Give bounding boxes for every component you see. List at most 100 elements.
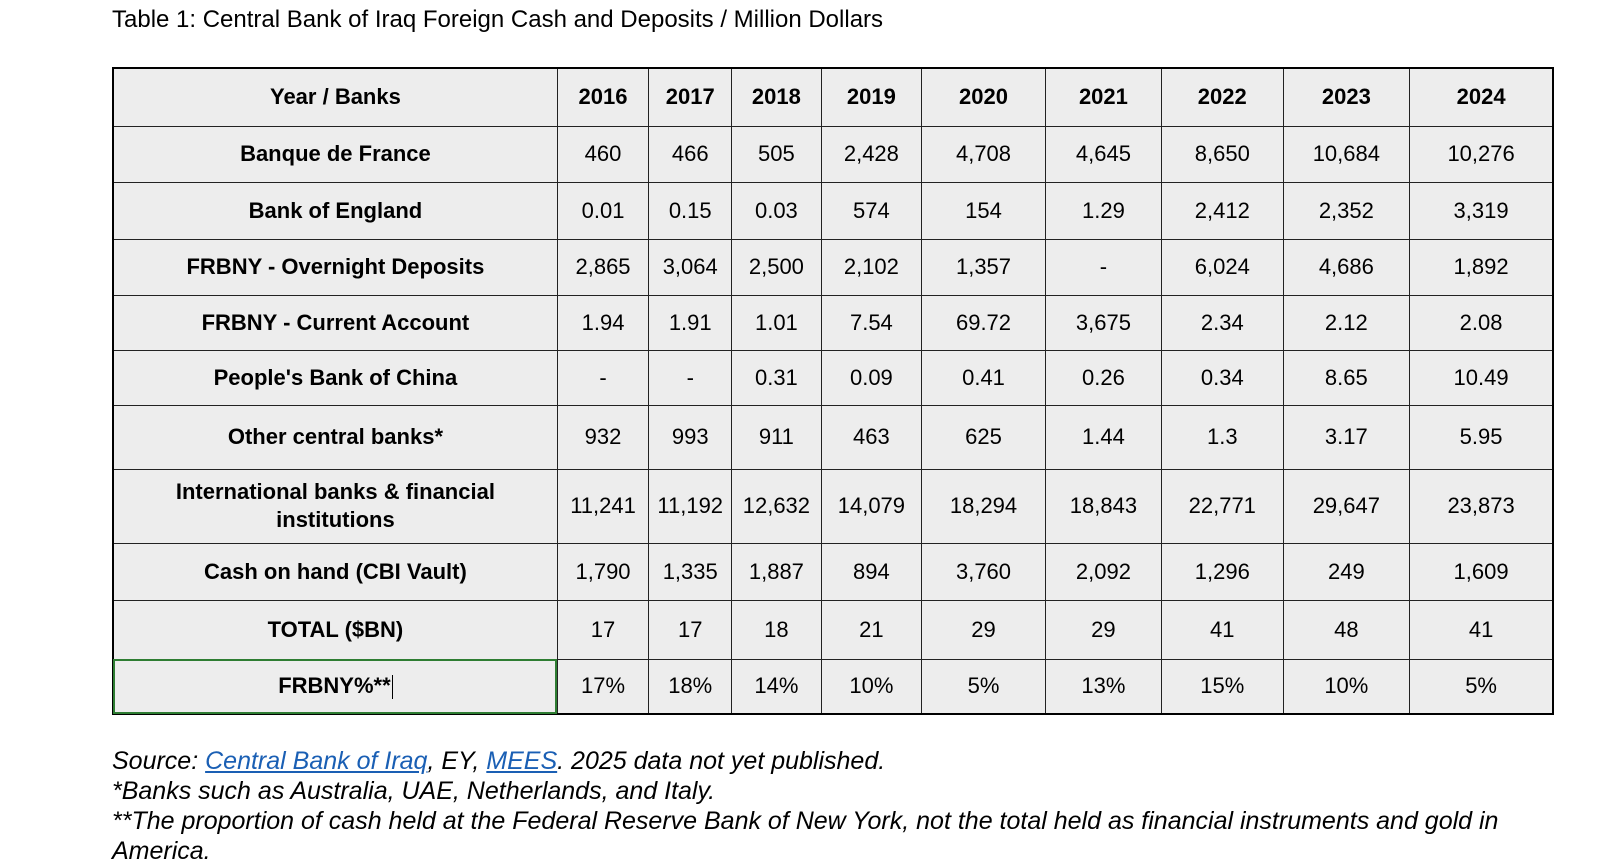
table-cell-2024[interactable]: 41 — [1409, 599, 1554, 660]
header-year-2018[interactable]: 2018 — [731, 67, 822, 127]
table-cell-2020[interactable]: 1,357 — [921, 238, 1046, 296]
table-cell-2020[interactable]: 4,708 — [921, 125, 1046, 183]
table-cell-2021[interactable]: 13% — [1044, 658, 1163, 715]
table-cell-2021[interactable]: 3,675 — [1044, 294, 1163, 351]
table-cell-2020[interactable]: 154 — [921, 181, 1046, 240]
table-cell-2021[interactable]: 0.26 — [1044, 349, 1163, 406]
table-cell-2018[interactable]: 0.03 — [731, 181, 822, 240]
table-cell-2022[interactable]: 8,650 — [1161, 125, 1284, 183]
table-cell-2019[interactable]: 10% — [820, 658, 923, 715]
table-cell-2017[interactable]: 466 — [648, 125, 733, 183]
table-cell-2022[interactable]: 6,024 — [1161, 238, 1284, 296]
source-link-central-bank-of-iraq[interactable]: Central Bank of Iraq — [205, 747, 428, 775]
table-cell-2020[interactable]: 0.41 — [921, 349, 1046, 406]
table-cell-2022[interactable]: 1,296 — [1161, 542, 1284, 601]
row-label[interactable]: Bank of England — [112, 181, 558, 240]
table-cell-2023[interactable]: 3.17 — [1282, 404, 1411, 470]
table-cell-2016[interactable]: 17% — [556, 658, 650, 715]
table-cell-2018[interactable]: 505 — [731, 125, 822, 183]
table-cell-2024[interactable]: 3,319 — [1409, 181, 1554, 240]
table-cell-2021[interactable]: 18,843 — [1044, 468, 1163, 544]
table-cell-2018[interactable]: 1.01 — [731, 294, 822, 351]
table-cell-2022[interactable]: 2.34 — [1161, 294, 1284, 351]
table-cell-2016[interactable]: 932 — [556, 404, 650, 470]
table-cell-2020[interactable]: 625 — [921, 404, 1046, 470]
table-cell-2023[interactable]: 29,647 — [1282, 468, 1411, 544]
table-cell-2020[interactable]: 29 — [921, 599, 1046, 660]
table-cell-2016[interactable]: - — [556, 349, 650, 406]
header-year-2022[interactable]: 2022 — [1161, 67, 1284, 127]
table-cell-2021[interactable]: 1.29 — [1044, 181, 1163, 240]
table-cell-2017[interactable]: 993 — [648, 404, 733, 470]
table-cell-2019[interactable]: 574 — [820, 181, 923, 240]
source-link-mees[interactable]: MEES — [486, 747, 558, 775]
table-cell-2021[interactable]: - — [1044, 238, 1163, 296]
table-cell-2023[interactable]: 10% — [1282, 658, 1411, 715]
table-cell-2016[interactable]: 11,241 — [556, 468, 650, 544]
table-cell-2018[interactable]: 2,500 — [731, 238, 822, 296]
table-cell-2018[interactable]: 12,632 — [731, 468, 822, 544]
row-label[interactable]: FRBNY - Current Account — [112, 294, 558, 351]
table-cell-2024[interactable]: 2.08 — [1409, 294, 1554, 351]
table-cell-2019[interactable]: 2,102 — [820, 238, 923, 296]
row-label[interactable]: TOTAL ($BN) — [112, 599, 558, 660]
table-cell-2016[interactable]: 460 — [556, 125, 650, 183]
table-cell-2022[interactable]: 1.3 — [1161, 404, 1284, 470]
table-cell-2019[interactable]: 7.54 — [820, 294, 923, 351]
table-cell-2016[interactable]: 0.01 — [556, 181, 650, 240]
table-cell-2017[interactable]: 3,064 — [648, 238, 733, 296]
table-cell-2019[interactable]: 463 — [820, 404, 923, 470]
table-cell-2021[interactable]: 4,645 — [1044, 125, 1163, 183]
table-cell-2017[interactable]: 18% — [648, 658, 733, 715]
table-cell-2016[interactable]: 1,790 — [556, 542, 650, 601]
table-cell-2016[interactable]: 17 — [556, 599, 650, 660]
table-cell-2019[interactable]: 894 — [820, 542, 923, 601]
header-year-2021[interactable]: 2021 — [1044, 67, 1163, 127]
table-cell-2022[interactable]: 15% — [1161, 658, 1284, 715]
table-cell-2018[interactable]: 1,887 — [731, 542, 822, 601]
table-cell-2017[interactable]: 11,192 — [648, 468, 733, 544]
table-cell-2017[interactable]: - — [648, 349, 733, 406]
table-cell-2019[interactable]: 0.09 — [820, 349, 923, 406]
table-cell-2017[interactable]: 0.15 — [648, 181, 733, 240]
table-cell-2020[interactable]: 18,294 — [921, 468, 1046, 544]
table-cell-2017[interactable]: 1,335 — [648, 542, 733, 601]
table-cell-2020[interactable]: 3,760 — [921, 542, 1046, 601]
table-cell-2019[interactable]: 2,428 — [820, 125, 923, 183]
table-cell-2018[interactable]: 18 — [731, 599, 822, 660]
table-cell-2022[interactable]: 22,771 — [1161, 468, 1284, 544]
header-year-2017[interactable]: 2017 — [648, 67, 733, 127]
table-cell-2024[interactable]: 23,873 — [1409, 468, 1554, 544]
table-cell-2017[interactable]: 1.91 — [648, 294, 733, 351]
table-cell-2022[interactable]: 0.34 — [1161, 349, 1284, 406]
row-label[interactable]: Cash on hand (CBI Vault) — [112, 542, 558, 601]
header-year-2024[interactable]: 2024 — [1409, 67, 1554, 127]
table-cell-2017[interactable]: 17 — [648, 599, 733, 660]
table-cell-2023[interactable]: 4,686 — [1282, 238, 1411, 296]
table-cell-2024[interactable]: 5% — [1409, 658, 1554, 715]
table-cell-2021[interactable]: 2,092 — [1044, 542, 1163, 601]
table-cell-2021[interactable]: 1.44 — [1044, 404, 1163, 470]
row-label[interactable]: FRBNY%** — [112, 658, 558, 715]
table-cell-2022[interactable]: 2,412 — [1161, 181, 1284, 240]
table-cell-2021[interactable]: 29 — [1044, 599, 1163, 660]
header-year-2023[interactable]: 2023 — [1282, 67, 1411, 127]
table-cell-2019[interactable]: 14,079 — [820, 468, 923, 544]
table-cell-2023[interactable]: 2,352 — [1282, 181, 1411, 240]
table-cell-2023[interactable]: 48 — [1282, 599, 1411, 660]
table-cell-2023[interactable]: 2.12 — [1282, 294, 1411, 351]
table-cell-2023[interactable]: 10,684 — [1282, 125, 1411, 183]
header-year-banks[interactable]: Year / Banks — [112, 67, 558, 127]
table-cell-2022[interactable]: 41 — [1161, 599, 1284, 660]
table-cell-2019[interactable]: 21 — [820, 599, 923, 660]
row-label[interactable]: Banque de France — [112, 125, 558, 183]
table-cell-2020[interactable]: 5% — [921, 658, 1046, 715]
header-year-2019[interactable]: 2019 — [820, 67, 923, 127]
row-label[interactable]: International banks & financial institut… — [112, 468, 558, 544]
table-cell-2024[interactable]: 5.95 — [1409, 404, 1554, 470]
table-cell-2016[interactable]: 2,865 — [556, 238, 650, 296]
table-cell-2023[interactable]: 8.65 — [1282, 349, 1411, 406]
table-cell-2016[interactable]: 1.94 — [556, 294, 650, 351]
table-cell-2023[interactable]: 249 — [1282, 542, 1411, 601]
row-label[interactable]: Other central banks* — [112, 404, 558, 470]
